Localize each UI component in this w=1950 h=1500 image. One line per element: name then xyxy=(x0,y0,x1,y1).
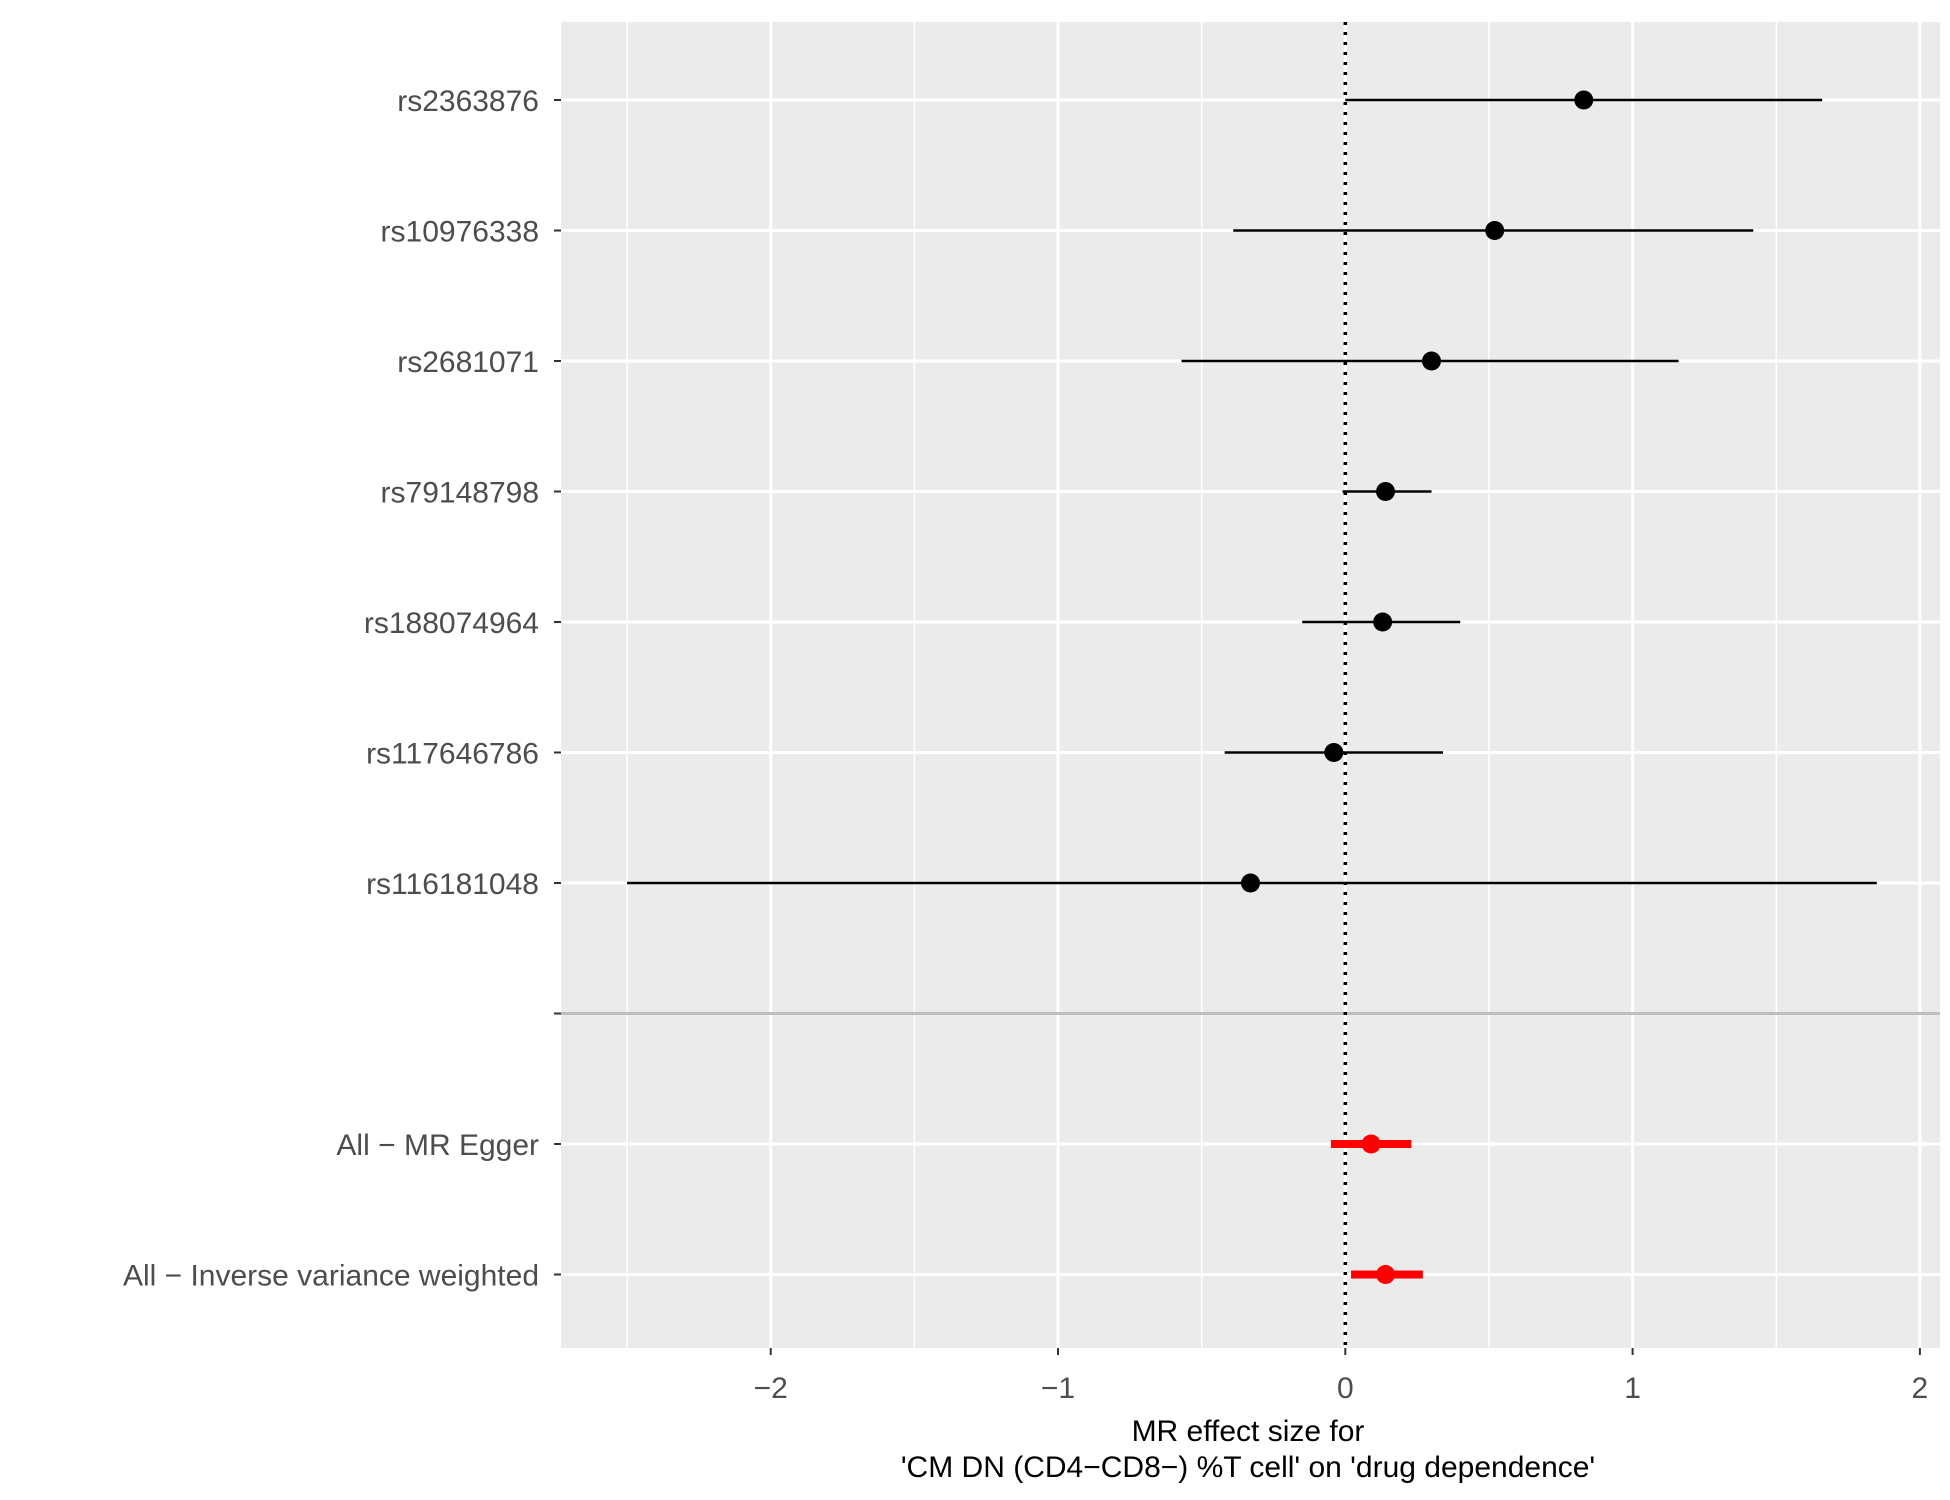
summary-estimate-point xyxy=(1361,1134,1381,1154)
y-tick-label: All − MR Egger xyxy=(336,1129,539,1162)
x-tick-label: 1 xyxy=(1624,1372,1641,1405)
y-tick-label: rs10976338 xyxy=(381,216,539,249)
data-marks xyxy=(627,90,1877,1284)
summary-estimate-point xyxy=(1376,1265,1396,1284)
estimate-point xyxy=(1376,482,1396,501)
x-tick-label: −2 xyxy=(754,1372,788,1405)
estimate-point xyxy=(1373,612,1393,632)
y-axis: rs2363876 rs10976338 rs2681071 rs79148798 rs… xyxy=(123,85,561,1293)
x-axis-title-line-2: 'CM DN (CD4−CD8−) %T cell' on 'drug depe… xyxy=(901,1451,1595,1484)
x-axis: −2 −1 0 1 2 xyxy=(754,1348,1929,1405)
x-tick-label: 0 xyxy=(1337,1372,1354,1405)
x-axis-title-line-1: MR effect size for xyxy=(1132,1415,1365,1448)
x-tick-label: −1 xyxy=(1041,1372,1075,1405)
estimate-point xyxy=(1485,221,1505,240)
y-tick-label: rs117646786 xyxy=(366,738,539,771)
y-tick-label: rs79148798 xyxy=(381,477,539,510)
y-tick-label: All − Inverse variance weighted xyxy=(123,1260,539,1293)
y-tick-label: rs188074964 xyxy=(364,607,539,640)
y-tick-label: rs2681071 xyxy=(397,346,539,379)
estimate-point xyxy=(1421,351,1441,371)
estimate-point xyxy=(1241,873,1260,893)
minor-gridlines xyxy=(626,22,1777,1348)
plot-panel xyxy=(561,22,1940,1348)
estimate-point xyxy=(1574,90,1594,110)
y-tick-label: rs116181048 xyxy=(366,868,539,901)
estimate-point xyxy=(1324,743,1344,762)
x-tick-label: 2 xyxy=(1912,1372,1929,1405)
y-tick-label: rs2363876 xyxy=(397,85,539,118)
